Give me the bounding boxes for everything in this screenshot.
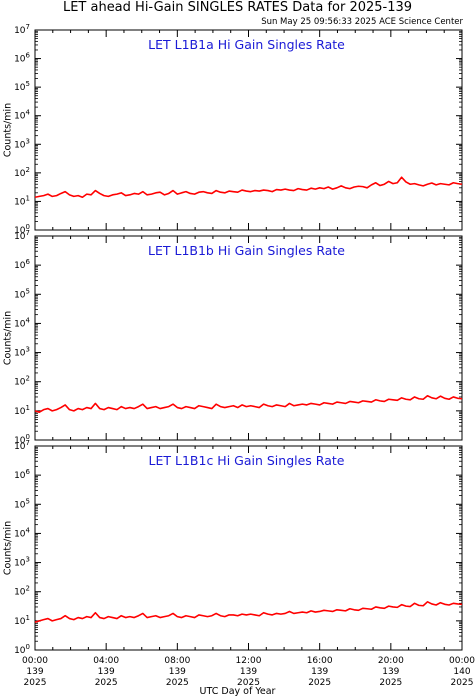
x-tick-label: 00:00: [449, 656, 475, 666]
x-tick-label: 139: [26, 667, 43, 677]
chart-main-title: LET ahead Hi-Gain SINGLES RATES Data for…: [62, 0, 413, 15]
series-line: [34, 394, 463, 413]
panel-title: LET L1B1c Hi Gain Singles Rate: [149, 453, 345, 468]
panel-frame: [34, 29, 463, 231]
y-tick-label: 100: [14, 433, 30, 446]
y-tick-label: 102: [14, 375, 30, 388]
panel-title: LET L1B1b Hi Gain Singles Rate: [148, 243, 345, 258]
y-tick-label: 102: [14, 166, 30, 179]
x-axis-title: UTC Day of Year: [199, 686, 276, 697]
x-tick-label: 139: [311, 667, 328, 677]
x-tick-label: 04:00: [93, 656, 119, 666]
x-tick-label: 16:00: [307, 656, 333, 666]
x-tick-label: 08:00: [164, 656, 190, 666]
y-tick-label: 106: [14, 468, 30, 481]
x-tick-label: 2025: [24, 678, 47, 688]
x-tick-label: 139: [382, 667, 399, 677]
x-tick-label: 20:00: [378, 656, 404, 666]
panel-title: LET L1B1a Hi Gain Singles Rate: [148, 37, 345, 52]
generation-timestamp: Sun May 25 09:56:33 2025 ACE Science Cen…: [261, 17, 463, 27]
y-tick-label: 101: [14, 194, 30, 207]
y-tick-label: 106: [14, 52, 30, 65]
x-tick-label: 2025: [308, 678, 331, 688]
y-tick-label: 105: [14, 497, 30, 510]
panel-frame: [34, 445, 463, 651]
x-tick-label: 140: [453, 667, 470, 677]
x-tick-label: 139: [169, 667, 186, 677]
y-tick-label: 107: [14, 23, 30, 36]
y-tick-label: 104: [14, 526, 30, 539]
y-tick-label: 103: [14, 346, 30, 359]
y-tick-label: 106: [14, 258, 30, 271]
y-tick-label: 100: [14, 223, 30, 236]
y-tick-label: 103: [14, 137, 30, 150]
x-tick-label: 2025: [379, 678, 402, 688]
y-tick-label: 102: [14, 585, 30, 598]
y-tick-label: 101: [14, 404, 30, 417]
panel-frame: [34, 235, 463, 441]
y-tick-label: 101: [14, 614, 30, 627]
y-tick-label: 104: [14, 109, 30, 122]
y-tick-label: 100: [14, 643, 30, 656]
y-tick-label: 104: [14, 316, 30, 329]
x-tick-label: 2025: [451, 678, 474, 688]
y-tick-label: 105: [14, 80, 30, 93]
y-tick-label: 103: [14, 556, 30, 569]
x-tick-label: 2025: [237, 678, 260, 688]
y-tick-label: 107: [14, 229, 30, 242]
x-tick-label: 139: [240, 667, 257, 677]
x-tick-label: 139: [98, 667, 115, 677]
x-tick-label: 2025: [95, 678, 118, 688]
x-tick-label: 2025: [166, 678, 189, 688]
x-tick-label: 00:00: [22, 656, 48, 666]
series-line: [34, 176, 463, 199]
series-line: [34, 601, 463, 623]
y-tick-label: 105: [14, 287, 30, 300]
y-tick-label: 107: [14, 439, 30, 452]
x-tick-label: 12:00: [236, 656, 262, 666]
